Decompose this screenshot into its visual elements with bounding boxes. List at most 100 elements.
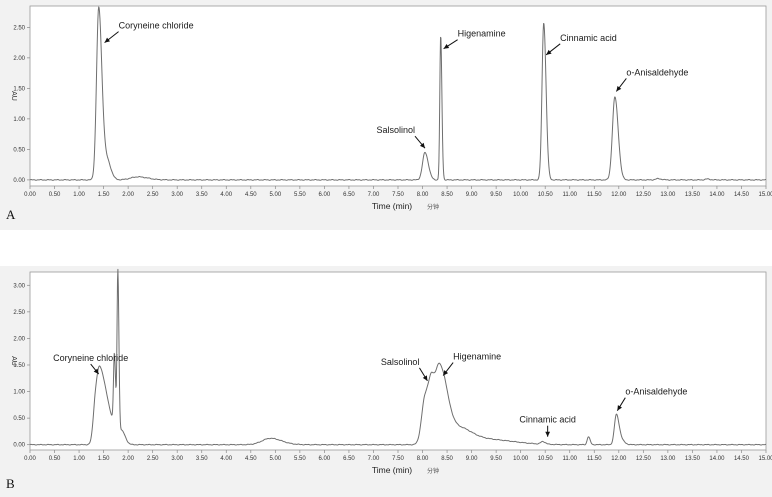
annotation-arrowhead: [104, 37, 110, 43]
y-tick-label: 0.50: [13, 147, 25, 153]
x-tick-label: 13.00: [660, 456, 676, 462]
y-tick-label: 0.00: [13, 443, 25, 449]
x-tick-label: 8.50: [441, 456, 453, 462]
peak-label: Salsolinol: [381, 357, 420, 367]
x-tick-label: 9.50: [490, 456, 502, 462]
x-tick-label: 11.50: [587, 456, 602, 462]
y-tick-label: 2.00: [13, 336, 25, 342]
annotation-arrowhead: [443, 43, 450, 49]
x-tick-label: 10.00: [513, 456, 529, 462]
y-tick-label: 1.50: [13, 363, 25, 369]
x-tick-label: 2.50: [147, 456, 159, 462]
x-tick-label: 13.50: [685, 192, 701, 198]
x-tick-label: 12.50: [636, 192, 652, 198]
x-axis-title-secondary: 分钟: [427, 203, 439, 211]
x-tick-label: 5.50: [294, 192, 306, 198]
x-axis-title-secondary: 分钟: [427, 467, 439, 475]
panel-letter: B: [6, 476, 15, 491]
x-tick-label: 4.50: [245, 192, 257, 198]
x-tick-label: 6.00: [319, 456, 331, 462]
peak-label: o-Anisaldehyde: [626, 67, 688, 77]
peak-label: Higenamine: [453, 352, 501, 362]
plot-area: [29, 5, 767, 187]
x-tick-label: 11.50: [587, 192, 602, 198]
peak-label: o-Anisaldehyde: [625, 387, 687, 397]
x-tick-label: 13.50: [685, 456, 701, 462]
x-axis-title: Time (min): [372, 465, 412, 475]
y-tick-label: 2.50: [13, 310, 25, 316]
x-tick-label: 14.00: [709, 456, 725, 462]
chromatogram-trace: [29, 6, 767, 181]
x-tick-label: 7.50: [392, 456, 404, 462]
x-tick-label: 5.50: [294, 456, 306, 462]
y-tick-label: 3.00: [13, 283, 25, 289]
y-axis-title: AU: [10, 91, 17, 101]
x-tick-label: 3.50: [196, 456, 208, 462]
x-tick-label: 7.00: [368, 456, 380, 462]
x-tick-label: 0.50: [49, 192, 61, 198]
annotation-arrowhead: [545, 431, 551, 437]
x-tick-label: 10.50: [538, 192, 554, 198]
x-tick-label: 1.00: [73, 192, 85, 198]
chromatogram-trace: [29, 268, 767, 446]
x-tick-label: 0.00: [24, 456, 36, 462]
panel-letter: A: [6, 207, 16, 222]
x-axis-title: Time (min): [372, 201, 412, 211]
x-tick-label: 2.00: [122, 456, 134, 462]
x-tick-label: 5.00: [269, 456, 281, 462]
x-tick-label: 13.00: [660, 192, 676, 198]
x-tick-label: 9.50: [490, 192, 502, 198]
x-tick-label: 11.00: [562, 192, 577, 198]
x-tick-label: 14.00: [709, 192, 725, 198]
y-tick-label: 0.00: [13, 178, 25, 184]
annotation-arrowhead: [443, 370, 449, 376]
x-tick-label: 14.50: [734, 456, 750, 462]
peak-label: Cinnamic acid: [560, 33, 617, 43]
x-tick-label: 7.00: [368, 192, 380, 198]
y-tick-label: 1.50: [13, 86, 25, 92]
x-tick-label: 15.00: [758, 456, 772, 462]
x-tick-label: 4.50: [245, 456, 257, 462]
panel-a: 0.00 0.50 1.00 1.50 2.00 2.50 3.00 3.50 4.00 4.50…: [0, 0, 772, 230]
panel-b: 0.00 0.50 1.00 1.50 2.00 2.50 3.00 3.50 4.00 4.50…: [0, 266, 772, 497]
x-tick-label: 12.50: [636, 456, 652, 462]
x-tick-label: 15.00: [758, 192, 772, 198]
y-tick-label: 2.00: [13, 56, 25, 62]
y-tick-label: 2.50: [13, 25, 25, 31]
peak-label: Coryneine chloride: [53, 353, 128, 363]
plot-area: [29, 271, 767, 451]
x-tick-label: 10.00: [513, 192, 529, 198]
x-tick-label: 8.00: [417, 456, 429, 462]
y-tick-label: 1.00: [13, 390, 25, 396]
x-tick-label: 4.00: [220, 192, 232, 198]
x-tick-label: 12.00: [611, 456, 627, 462]
x-tick-label: 1.50: [98, 456, 110, 462]
x-tick-label: 3.50: [196, 192, 208, 198]
x-tick-label: 2.50: [147, 192, 159, 198]
x-tick-label: 7.50: [392, 192, 404, 198]
x-tick-label: 11.00: [562, 456, 577, 462]
x-tick-label: 5.00: [269, 192, 281, 198]
x-tick-label: 8.00: [417, 192, 429, 198]
peak-label: Higenamine: [458, 29, 506, 39]
x-tick-label: 6.50: [343, 192, 355, 198]
peak-label: Coryneine chloride: [119, 21, 194, 31]
x-tick-label: 0.00: [24, 192, 36, 198]
annotation-arrowhead: [546, 49, 552, 55]
x-tick-label: 10.50: [538, 456, 554, 462]
x-tick-label: 9.00: [466, 456, 478, 462]
annotation-arrowhead: [422, 375, 428, 381]
annotation-arrowhead: [617, 405, 622, 411]
x-tick-label: 4.00: [220, 456, 232, 462]
annotation-arrowhead: [616, 85, 622, 92]
x-tick-label: 1.00: [73, 456, 85, 462]
x-tick-label: 12.00: [611, 192, 627, 198]
x-tick-label: 3.00: [171, 456, 183, 462]
peak-label: Salsolinol: [376, 125, 415, 135]
x-tick-label: 0.50: [49, 456, 61, 462]
x-tick-label: 3.00: [171, 192, 183, 198]
x-tick-label: 2.00: [122, 192, 134, 198]
x-tick-label: 14.50: [734, 192, 750, 198]
y-axis-title: AU: [10, 356, 17, 366]
